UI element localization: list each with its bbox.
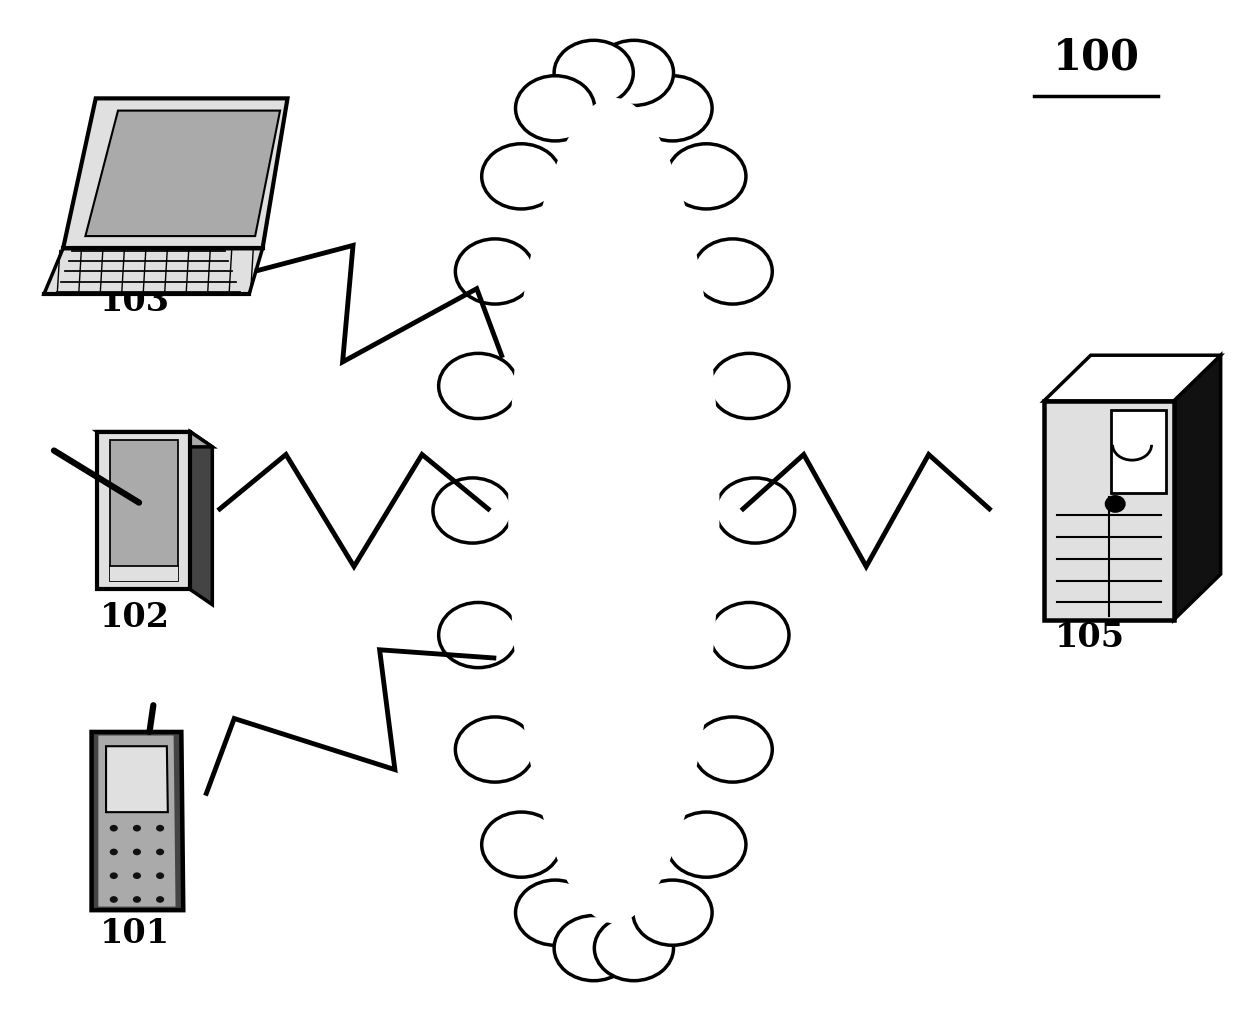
Circle shape (133, 896, 141, 903)
Polygon shape (86, 110, 280, 236)
Polygon shape (97, 432, 190, 589)
Circle shape (156, 872, 164, 879)
Circle shape (156, 896, 164, 903)
Polygon shape (43, 248, 263, 294)
Polygon shape (63, 98, 288, 248)
Circle shape (709, 602, 789, 668)
Circle shape (481, 812, 560, 877)
Circle shape (632, 76, 712, 141)
Polygon shape (1173, 355, 1220, 620)
Circle shape (133, 825, 141, 831)
Text: 105: 105 (1055, 621, 1125, 654)
Circle shape (554, 916, 634, 981)
Circle shape (109, 825, 118, 831)
Polygon shape (1044, 355, 1220, 401)
Text: 100: 100 (1053, 37, 1140, 79)
Polygon shape (97, 432, 212, 447)
Circle shape (433, 478, 512, 543)
Text: 101: 101 (100, 917, 170, 950)
Circle shape (709, 353, 789, 419)
Circle shape (133, 848, 141, 856)
Circle shape (693, 717, 773, 782)
Polygon shape (109, 566, 177, 581)
Polygon shape (109, 440, 177, 581)
Circle shape (156, 848, 164, 856)
Circle shape (481, 144, 560, 209)
Circle shape (439, 353, 518, 419)
Circle shape (516, 880, 595, 945)
Polygon shape (1044, 401, 1173, 620)
Circle shape (516, 76, 595, 141)
Text: 103: 103 (100, 285, 170, 319)
Circle shape (455, 717, 534, 782)
Polygon shape (1111, 409, 1166, 493)
Circle shape (667, 812, 746, 877)
Text: 102: 102 (100, 601, 170, 634)
Polygon shape (92, 732, 184, 910)
Circle shape (632, 880, 712, 945)
Circle shape (455, 239, 534, 304)
Polygon shape (98, 735, 176, 907)
Ellipse shape (496, 88, 732, 933)
Circle shape (439, 602, 518, 668)
Circle shape (109, 848, 118, 856)
Circle shape (667, 144, 746, 209)
Circle shape (594, 40, 673, 105)
Polygon shape (107, 746, 167, 812)
Circle shape (156, 825, 164, 831)
Circle shape (594, 916, 673, 981)
Circle shape (715, 478, 795, 543)
Circle shape (133, 872, 141, 879)
Circle shape (693, 239, 773, 304)
Ellipse shape (508, 98, 719, 923)
Circle shape (109, 872, 118, 879)
Polygon shape (190, 432, 212, 604)
Circle shape (554, 40, 634, 105)
Circle shape (109, 896, 118, 903)
Text: 104: 104 (579, 535, 649, 568)
Circle shape (1106, 496, 1125, 512)
